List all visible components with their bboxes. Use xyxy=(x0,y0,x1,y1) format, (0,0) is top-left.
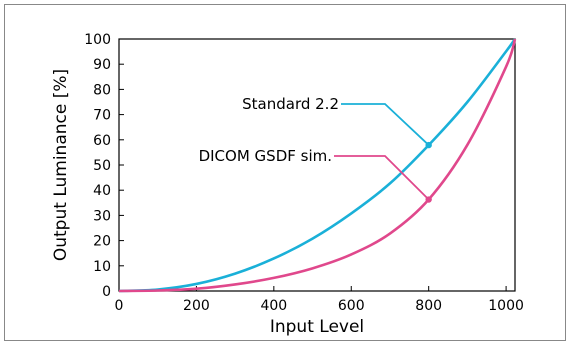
y-axis-title: Output Luminance [%] xyxy=(51,69,71,261)
series-label-dicom-gsdf-sim: DICOM GSDF sim. xyxy=(199,147,332,165)
x-axis-title: Input Level xyxy=(270,317,364,337)
x-tick-label: 1000 xyxy=(488,298,524,314)
y-tick-label: 80 xyxy=(93,82,111,98)
y-tick-label: 10 xyxy=(93,259,111,275)
outer-border xyxy=(4,4,566,341)
y-tick-label: 20 xyxy=(93,234,111,250)
y-tick-label: 60 xyxy=(93,133,111,149)
series-label-standard-2-2: Standard 2.2 xyxy=(242,95,339,113)
x-tick-label: 600 xyxy=(338,298,365,314)
series-line-standard-2-2 xyxy=(118,38,517,293)
y-tick-label: 30 xyxy=(93,208,111,224)
callout-line-standard-2-2 xyxy=(341,103,430,146)
y-tick-label: 50 xyxy=(93,158,111,174)
y-tick-label: 90 xyxy=(93,57,111,73)
y-tick-label: 70 xyxy=(93,108,111,124)
x-tick-label: 400 xyxy=(260,298,287,314)
x-tick-label: 800 xyxy=(415,298,442,314)
y-tick-label: 40 xyxy=(93,183,111,199)
x-tick-label: 0 xyxy=(115,298,124,314)
x-tick-label: 200 xyxy=(183,298,210,314)
y-tick-label: 0 xyxy=(102,284,111,300)
callout-line-dicom-gsdf-sim xyxy=(334,155,430,201)
y-tick-label: 100 xyxy=(84,32,111,48)
series-line-dicom-gsdf-sim xyxy=(118,38,517,293)
